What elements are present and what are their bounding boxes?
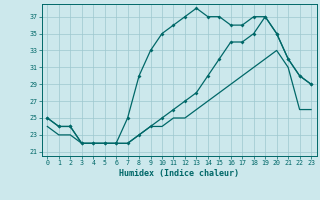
X-axis label: Humidex (Indice chaleur): Humidex (Indice chaleur)	[119, 169, 239, 178]
